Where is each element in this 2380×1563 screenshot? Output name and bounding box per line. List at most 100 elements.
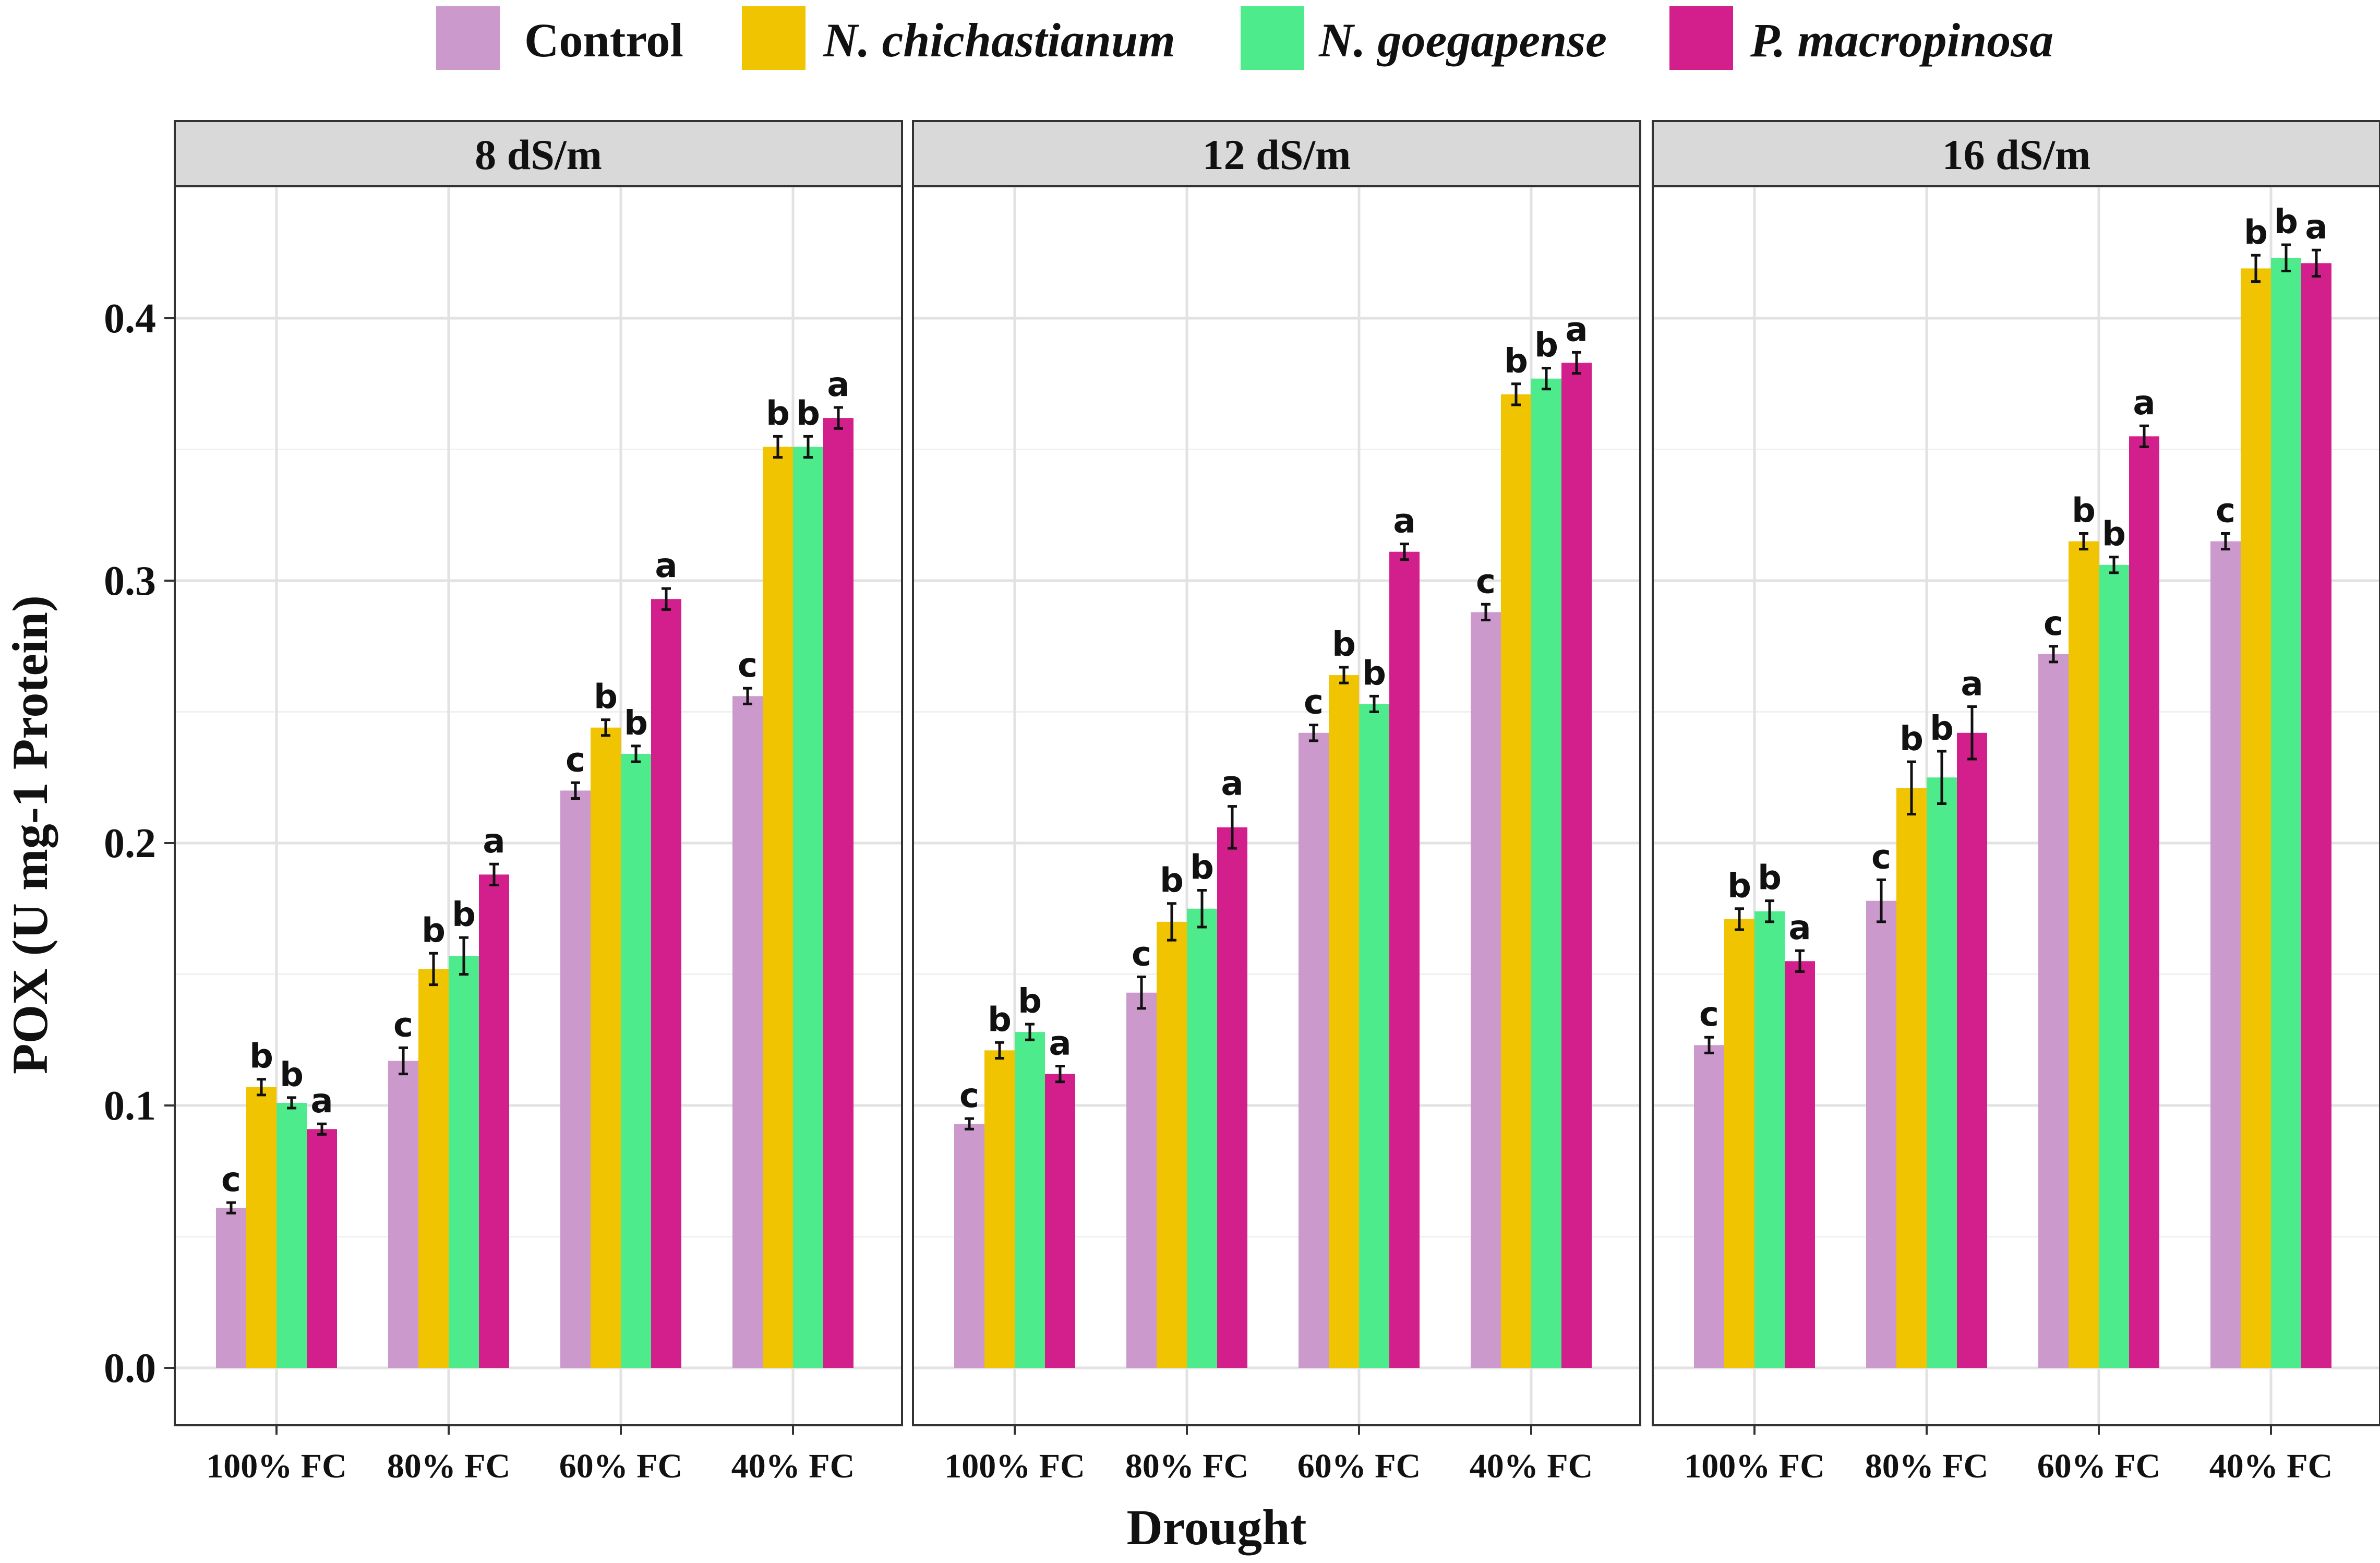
legend-swatch-0 bbox=[436, 6, 500, 70]
bar bbox=[1126, 992, 1157, 1368]
significance-letter: a bbox=[1961, 665, 1983, 703]
significance-letter: a bbox=[483, 822, 505, 861]
bar bbox=[1359, 704, 1389, 1368]
legend: Control N. chichastianum N. goegapense P. m… bbox=[436, 6, 2053, 70]
bar bbox=[2301, 263, 2331, 1368]
significance-letter: c bbox=[2044, 605, 2063, 643]
significance-letter: b bbox=[1534, 327, 1558, 365]
significance-letter: a bbox=[1788, 909, 1811, 947]
panel-border-2 bbox=[1652, 185, 2380, 1426]
x-tick-label: 80% FC bbox=[1865, 1447, 1988, 1485]
bar bbox=[1501, 394, 1531, 1368]
bar bbox=[954, 1124, 984, 1368]
x-tick-label: 60% FC bbox=[559, 1447, 682, 1485]
bar bbox=[1045, 1074, 1075, 1368]
bar bbox=[1927, 777, 1957, 1368]
significance-letter: b bbox=[766, 394, 790, 433]
bar bbox=[1785, 961, 1815, 1368]
bar bbox=[1217, 827, 1247, 1368]
significance-letter: a bbox=[1221, 765, 1243, 803]
significance-letter: b bbox=[1758, 859, 1782, 898]
bar bbox=[2241, 268, 2271, 1368]
y-axis-title: POX (U mg-1 Protein) bbox=[2, 595, 58, 1074]
significance-letter: b bbox=[1727, 867, 1751, 906]
legend-swatch-3 bbox=[1669, 6, 1733, 70]
bar bbox=[479, 874, 509, 1368]
significance-letter: b bbox=[2274, 203, 2298, 242]
bar bbox=[246, 1087, 277, 1368]
panel-strip-0 bbox=[174, 120, 903, 187]
bar bbox=[591, 727, 621, 1368]
significance-letter: b bbox=[422, 911, 446, 950]
significance-letter: c bbox=[393, 1006, 413, 1044]
bar bbox=[1299, 732, 1329, 1368]
significance-letter: b bbox=[624, 704, 648, 743]
significance-letter: b bbox=[280, 1056, 304, 1095]
x-axis-title: Drought bbox=[1127, 1499, 1307, 1555]
x-tick-label: 40% FC bbox=[2209, 1447, 2333, 1485]
bar bbox=[2271, 258, 2301, 1368]
x-tick-label: 40% FC bbox=[1470, 1447, 1593, 1485]
legend-label-2: N. goegapense bbox=[1318, 14, 1607, 67]
bar bbox=[1329, 675, 1359, 1368]
panel-title-2: 16 dS/m bbox=[1942, 131, 2091, 178]
bar bbox=[823, 418, 854, 1368]
bar bbox=[1389, 551, 1420, 1368]
legend-swatch-2 bbox=[1241, 6, 1304, 70]
significance-letter: a bbox=[1393, 502, 1415, 541]
bar bbox=[1471, 612, 1501, 1368]
significance-letter: b bbox=[1190, 849, 1214, 887]
bar bbox=[1015, 1032, 1045, 1368]
panel-title-1: 12 dS/m bbox=[1203, 131, 1351, 178]
bar bbox=[1896, 788, 1927, 1368]
bar bbox=[560, 790, 591, 1368]
y-tick-label: 0.3 bbox=[104, 558, 156, 604]
bar bbox=[418, 969, 449, 1368]
bar bbox=[1561, 363, 1592, 1368]
legend-swatch-1 bbox=[742, 6, 806, 70]
significance-letter: a bbox=[827, 366, 849, 404]
significance-letter: b bbox=[249, 1038, 273, 1076]
bar bbox=[2129, 436, 2159, 1368]
significance-letter: b bbox=[1900, 720, 1924, 759]
significance-letter: b bbox=[1504, 342, 1528, 381]
y-tick-label: 0.2 bbox=[104, 821, 156, 867]
bar bbox=[1957, 732, 1987, 1368]
bar bbox=[621, 753, 651, 1368]
legend-label-1: N. chichastianum bbox=[823, 14, 1175, 67]
x-tick-label: 80% FC bbox=[387, 1447, 510, 1485]
panel-strip-1 bbox=[912, 120, 1641, 187]
bar bbox=[2210, 541, 2241, 1368]
significance-letter: b bbox=[1332, 626, 1356, 664]
panel-strip-2 bbox=[1652, 120, 2380, 187]
y-tick-label: 0.1 bbox=[104, 1083, 156, 1129]
bar bbox=[763, 447, 793, 1368]
bar bbox=[1694, 1045, 1724, 1368]
legend-label-0: Control bbox=[524, 14, 683, 67]
bar bbox=[793, 447, 823, 1368]
significance-letter: b bbox=[2244, 213, 2268, 252]
significance-letter: a bbox=[1049, 1025, 1071, 1063]
significance-letter: c bbox=[959, 1077, 979, 1115]
significance-letter: a bbox=[655, 547, 677, 585]
bar bbox=[732, 696, 763, 1368]
significance-letter: b bbox=[2072, 491, 2096, 530]
significance-letter: c bbox=[1304, 683, 1324, 722]
significance-letter: b bbox=[2102, 515, 2126, 554]
y-axis: 0.0 0.1 0.2 0.3 0.4 bbox=[104, 296, 175, 1391]
bar bbox=[307, 1129, 337, 1368]
x-tick-label: 60% FC bbox=[2037, 1447, 2160, 1485]
y-tick-label: 0.4 bbox=[104, 296, 156, 342]
bar bbox=[1187, 908, 1217, 1368]
bar bbox=[1531, 378, 1561, 1368]
significance-letter: b bbox=[1018, 982, 1042, 1021]
significance-letter: b bbox=[988, 1001, 1012, 1039]
bar bbox=[2069, 541, 2099, 1368]
bar bbox=[984, 1050, 1015, 1368]
significance-letter: b bbox=[594, 678, 618, 717]
bar bbox=[2099, 564, 2129, 1368]
